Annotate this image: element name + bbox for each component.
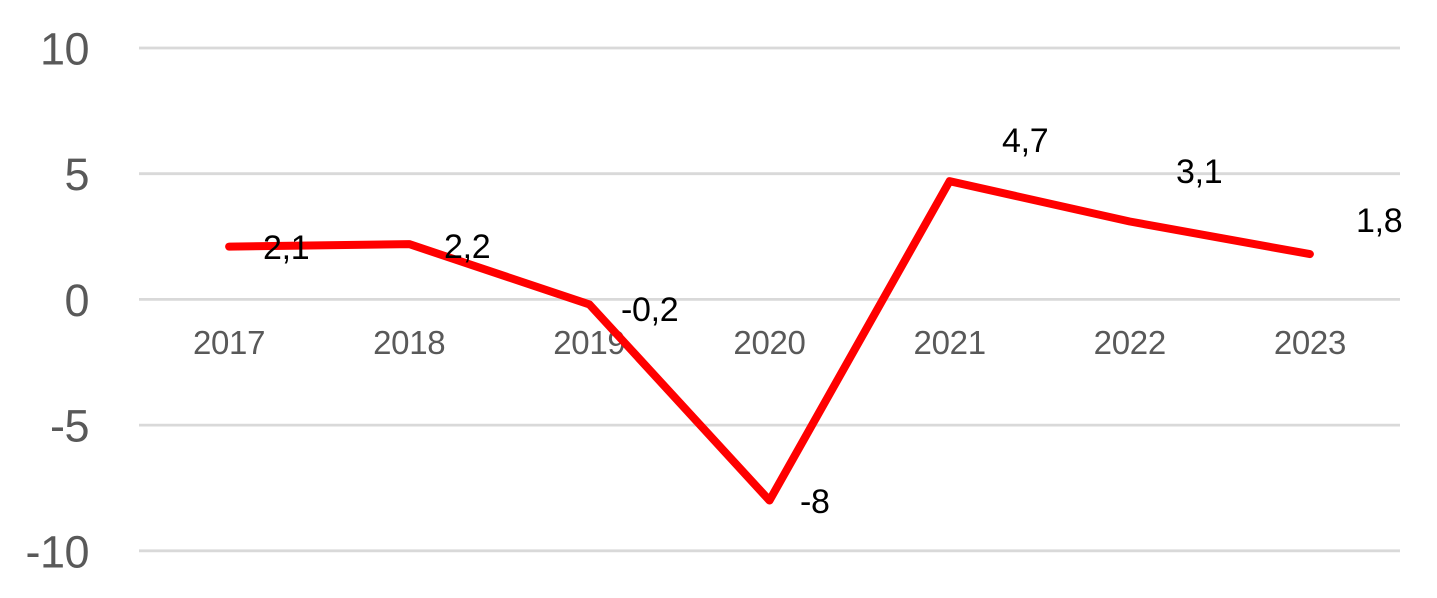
y-tick-label-0: 0 (64, 275, 89, 326)
data-label-2022: 3,1 (1176, 153, 1222, 191)
x-category-label-2020: 2020 (733, 324, 805, 361)
data-label-2017: 2,1 (263, 229, 309, 267)
data-label-2021: 4,7 (1002, 122, 1048, 160)
data-label-2018: 2,2 (444, 228, 490, 266)
y-axis-tick-labels: 10 5 0 -5 -10 (25, 24, 89, 578)
series-line-gdp-growth (225, 177, 1314, 505)
y-tick-label--10: -10 (25, 526, 89, 577)
x-category-label-2021: 2021 (914, 324, 986, 361)
y-tick-label--5: -5 (50, 401, 89, 452)
gridlines (139, 46, 1400, 553)
data-label-2023: 1,8 (1356, 202, 1402, 240)
y-tick-label-5: 5 (64, 149, 89, 200)
x-axis-category-labels: 2017 2018 2019 2020 2021 2022 2023 (193, 324, 1346, 361)
data-label-2020: -8 (800, 483, 830, 521)
x-category-label-2022: 2022 (1094, 324, 1166, 361)
x-category-label-2023: 2023 (1274, 324, 1346, 361)
x-category-label-2017: 2017 (193, 324, 265, 361)
data-labels: 2,1 2,2 -0,2 -8 4,7 3,1 1,8 (263, 122, 1403, 521)
y-tick-label-10: 10 (40, 24, 89, 75)
x-category-label-2018: 2018 (373, 324, 445, 361)
series-line-group (225, 177, 1314, 505)
data-label-2019: -0,2 (621, 291, 678, 329)
